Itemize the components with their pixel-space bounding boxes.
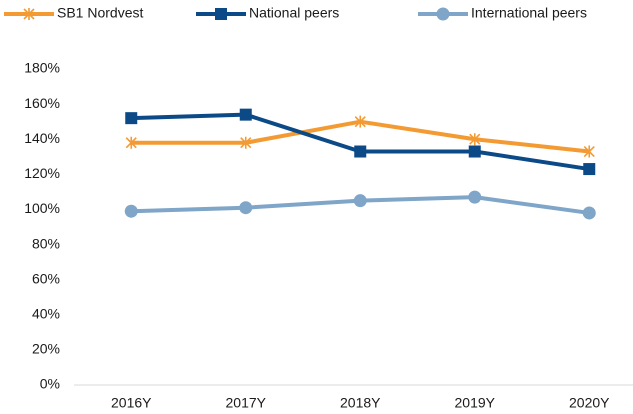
marker bbox=[468, 145, 481, 158]
marker bbox=[240, 136, 252, 149]
marker bbox=[436, 7, 450, 21]
x-tick-label: 2019Y bbox=[455, 395, 496, 411]
marker bbox=[125, 136, 137, 149]
marker bbox=[124, 204, 138, 218]
x-tick-label: 2018Y bbox=[340, 395, 381, 411]
marker bbox=[583, 163, 596, 176]
y-tick-label: 0% bbox=[40, 376, 60, 392]
marker bbox=[354, 145, 367, 158]
marker bbox=[125, 112, 138, 125]
y-tick-label: 40% bbox=[32, 305, 60, 321]
legend-label: International peers bbox=[471, 5, 587, 21]
y-tick-label: 60% bbox=[32, 270, 60, 286]
marker bbox=[469, 133, 481, 146]
marker bbox=[239, 108, 252, 121]
marker bbox=[354, 115, 366, 128]
marker bbox=[23, 8, 35, 20]
y-tick-label: 100% bbox=[24, 200, 60, 216]
y-tick-label: 120% bbox=[24, 165, 60, 181]
legend-label: National peers bbox=[249, 5, 339, 21]
marker bbox=[239, 201, 253, 215]
marker bbox=[582, 206, 596, 220]
marker bbox=[583, 145, 595, 158]
y-tick-label: 180% bbox=[24, 60, 60, 76]
marker bbox=[353, 194, 367, 208]
legend-label: SB1 Nordvest bbox=[57, 5, 143, 21]
y-tick-label: 140% bbox=[24, 130, 60, 146]
marker bbox=[468, 190, 482, 204]
y-tick-label: 80% bbox=[32, 235, 60, 251]
y-tick-label: 20% bbox=[32, 341, 60, 357]
x-tick-label: 2016Y bbox=[111, 395, 152, 411]
y-tick-label: 160% bbox=[24, 95, 60, 111]
marker bbox=[215, 8, 227, 20]
x-tick-label: 2017Y bbox=[226, 395, 267, 411]
x-tick-label: 2020Y bbox=[569, 395, 610, 411]
